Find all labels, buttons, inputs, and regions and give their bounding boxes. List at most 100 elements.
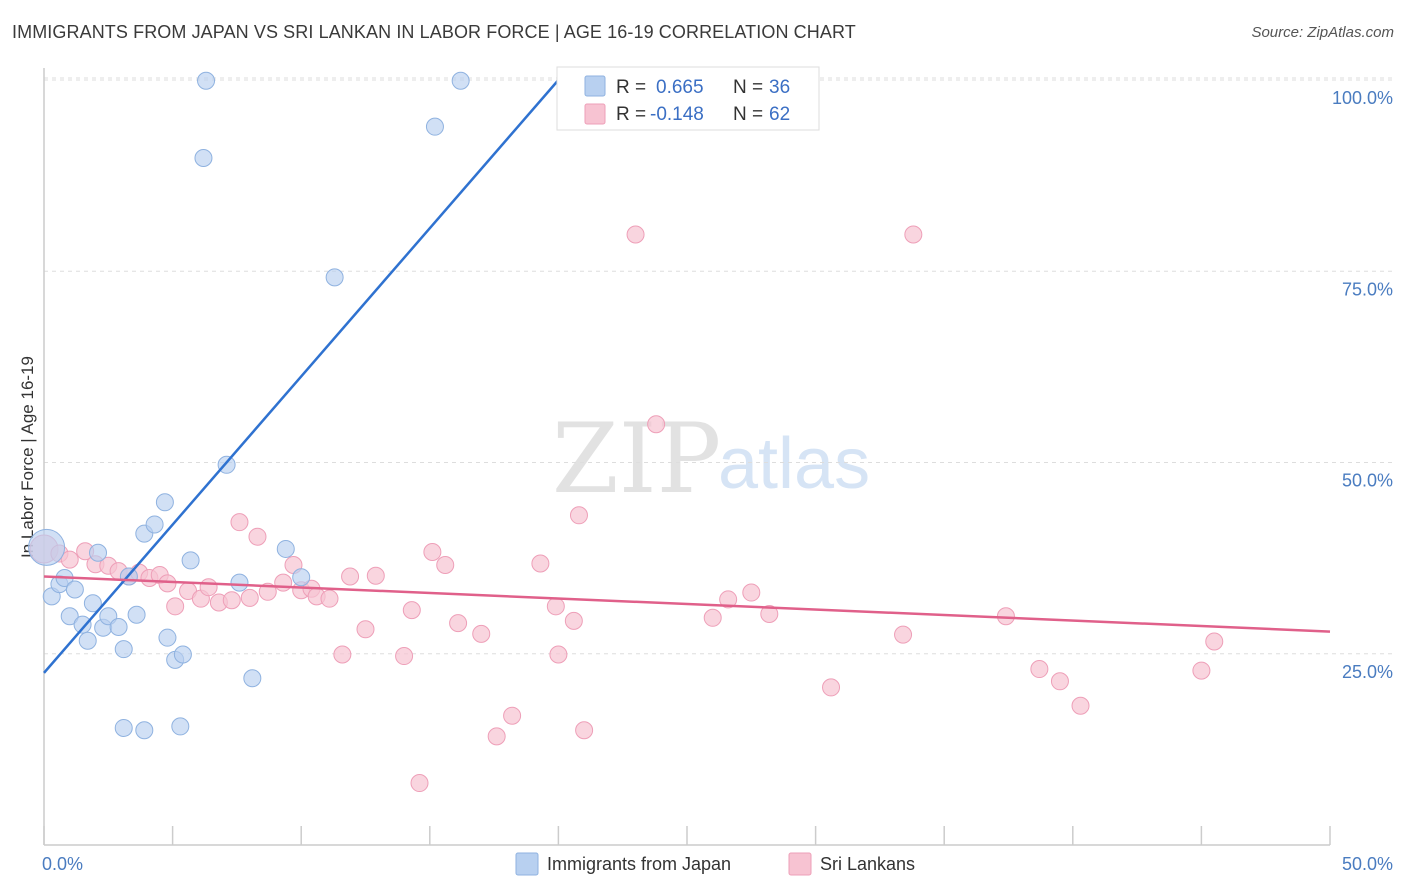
chart-title: IMMIGRANTS FROM JAPAN VS SRI LANKAN IN L… [12,22,856,42]
srilanka-point [258,582,277,601]
x-tick-label-min: 0.0% [42,854,83,874]
srilanka-point [549,645,568,664]
srilanka-point [822,678,841,697]
japan-trend-line [43,79,560,674]
srilanka-point [546,597,565,616]
bottom-legend-label-srilanka: Sri Lankans [820,854,915,874]
legend-n-label-japan: N = [733,77,763,98]
srilanka-point [626,225,645,244]
srilanka-point [402,601,421,620]
japan-point [181,551,200,570]
srilanka-point [60,550,79,569]
srilanka-point [248,527,267,546]
japan-point [65,580,84,599]
legend-swatch-srilanka [584,103,606,125]
srilanka-point [199,578,218,597]
trend-lines [43,79,1331,674]
japan-point [114,640,133,659]
japan-point [78,631,97,650]
srilanka-point [158,574,177,593]
srilanka-point [320,589,339,608]
japan-point [60,607,79,626]
srilanka-point [230,513,249,532]
srilanka-trend-line [43,575,1331,633]
source-credit: Source: ZipAtlas.com [1251,24,1394,41]
bottom-legend-swatch-srilanka [788,852,812,876]
japan-point [171,717,190,736]
srilanka-point [222,591,241,610]
srilanka-point [531,554,550,573]
japan-point [158,628,177,647]
watermark-atlas: atlas [718,424,870,504]
srilanka-point [472,624,491,643]
x-ticks [43,826,1331,845]
srilanka-point [1050,672,1069,691]
srilanka-point [503,706,522,725]
y-tick-labels: 25.0% 50.0% 75.0% 100.0% [1332,88,1393,682]
y-tick-label: 100.0% [1332,88,1393,108]
y-tick-label: 75.0% [1342,279,1393,299]
srilanka-point [487,727,506,746]
stats-legend: R = 0.665 N = 36 R = -0.148 N = 62 [556,66,820,131]
srilanka-point [719,590,738,609]
japan-point [135,721,154,740]
japan-point [28,528,66,566]
japan-point [89,543,108,562]
japan-point [451,71,470,90]
japan-point [197,71,216,90]
srilanka-point [742,583,761,602]
y-tick-label: 50.0% [1342,471,1393,491]
japan-point [173,645,192,664]
japan-point [230,573,249,592]
srilanka-point [1071,696,1090,715]
legend-r-value-japan: 0.665 [656,77,704,98]
srilanka-point [904,225,923,244]
srilanka-point [333,645,352,664]
watermark-zip: ZIP [552,403,721,515]
japan-point [155,493,174,512]
srilanka-point [449,614,468,633]
srilanka-point [240,588,259,607]
japan-point [145,515,164,534]
japan-point [292,568,311,587]
series-japan-points [28,71,470,740]
srilanka-point [569,506,588,525]
japan-point [73,615,92,634]
srilanka-point [1205,632,1224,651]
y-axis-label: In Labor Force | Age 16-19 [18,356,37,558]
japan-point [83,594,102,613]
legend-swatch-japan [584,75,606,97]
japan-point [276,539,295,558]
srilanka-point [647,415,666,434]
gridlines [44,77,1392,655]
japan-point [243,669,262,688]
srilanka-point [410,774,429,793]
japan-point [325,268,344,287]
legend-r-label-srilanka: R = [616,104,646,125]
srilanka-point [395,647,414,666]
series-legend: Immigrants from Japan Sri Lankans [515,852,915,876]
japan-point [109,617,128,636]
srilanka-point [1192,661,1211,680]
legend-n-value-japan: 36 [769,77,790,98]
bottom-legend-swatch-japan [515,852,539,876]
japan-point [425,117,444,136]
srilanka-point [564,611,583,630]
srilanka-point [366,566,385,585]
legend-n-value-srilanka: 62 [769,104,790,125]
x-tick-label-max: 50.0% [1342,854,1393,874]
srilanka-point [274,573,293,592]
srilanka-point [166,597,185,616]
srilanka-point [894,625,913,644]
japan-point [194,149,213,168]
srilanka-point [436,556,455,575]
japan-point [114,718,133,737]
srilanka-point [760,604,779,623]
srilanka-point [575,721,594,740]
srilanka-point [356,620,375,639]
srilanka-point [341,567,360,586]
bottom-legend-label-japan: Immigrants from Japan [547,854,731,874]
srilanka-point [703,608,722,627]
japan-point [127,605,146,624]
